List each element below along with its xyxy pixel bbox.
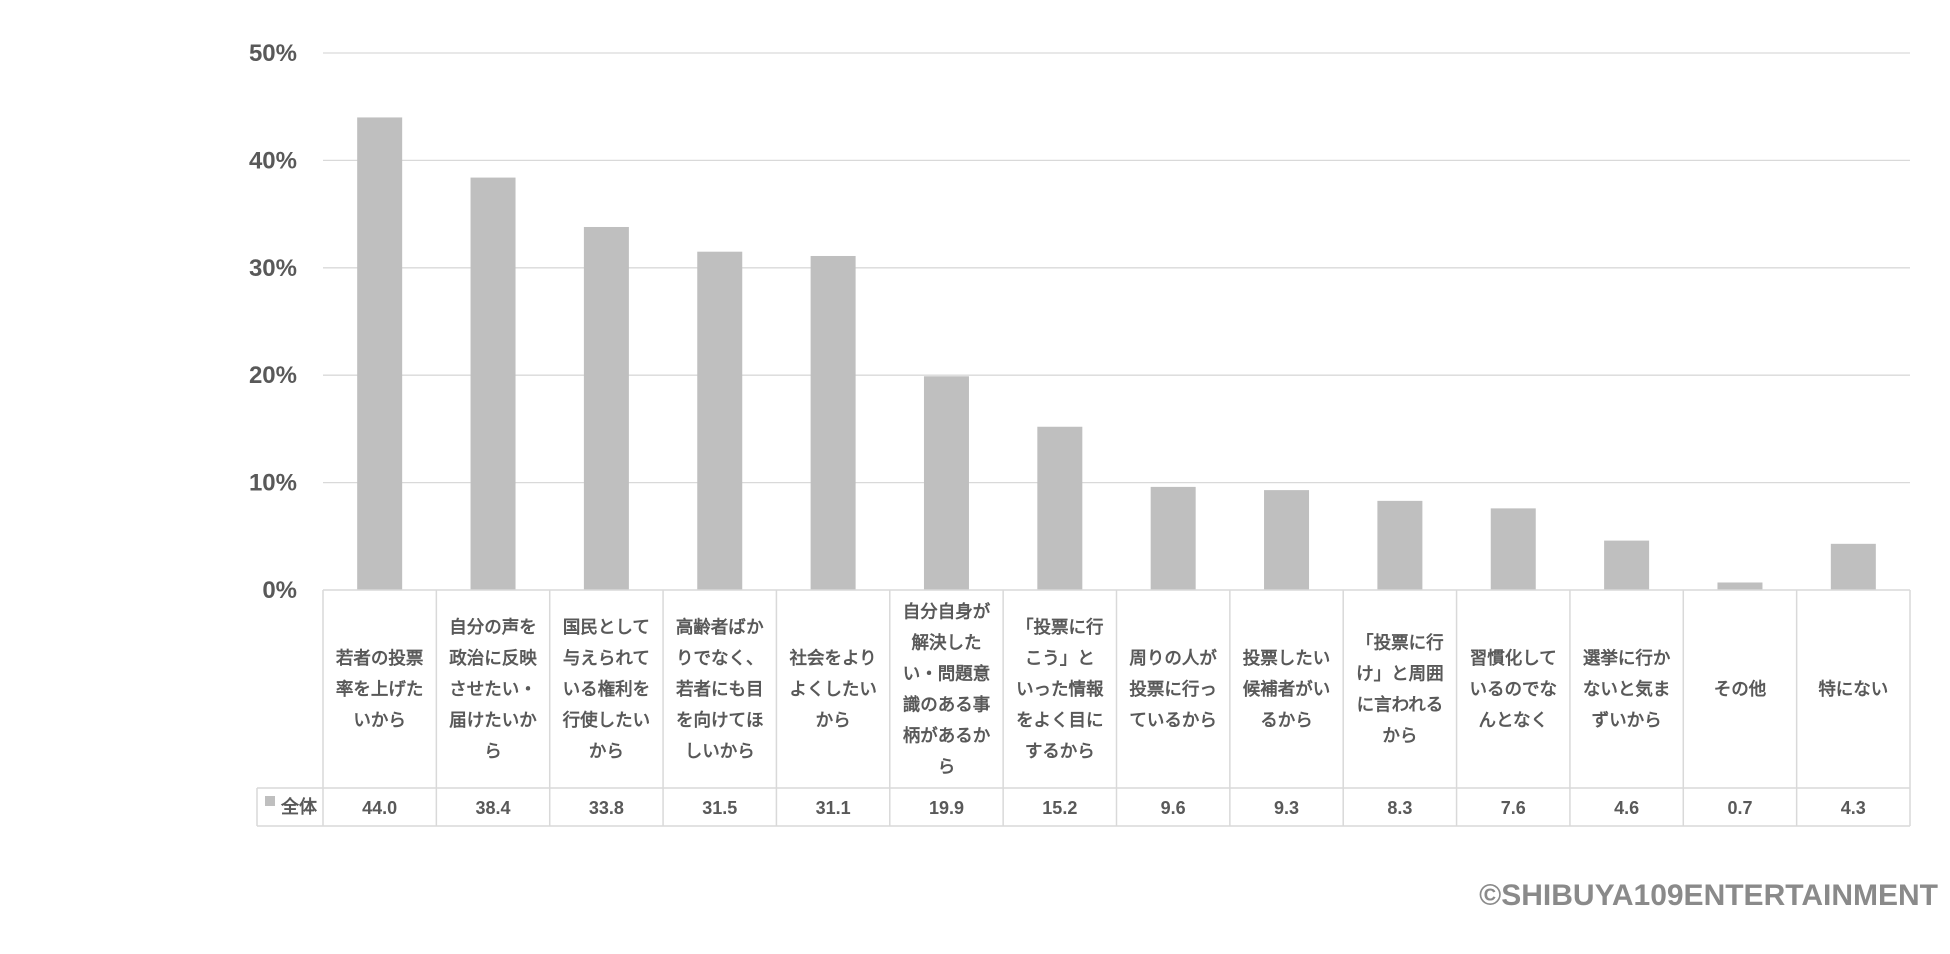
bar (697, 251, 743, 590)
gridlines (323, 52, 1910, 484)
category-label: 自分の声を政治に反映させたい・届けたいから (449, 617, 537, 762)
data-label: 4.6 (1614, 798, 1639, 818)
data-label: 15.2 (1042, 798, 1077, 818)
category-label: 国民として与えられている権利を行使したいから (562, 618, 651, 762)
y-tick-label: 0% (262, 577, 297, 604)
data-label: 31.1 (816, 798, 851, 818)
bar (1037, 426, 1083, 590)
data-table: 若者の投票率を上げたいから自分の声を政治に反映させたい・届けたいから国民として与… (256, 589, 1911, 827)
category-label: 投票したい候補者がいるから (1243, 648, 1331, 731)
data-label: 7.6 (1501, 798, 1526, 818)
category-label: 特にない (1818, 679, 1888, 700)
copyright-text: ©SHIBUYA109ENTERTAINMENT (1479, 879, 1938, 912)
data-label: 4.3 (1841, 798, 1866, 818)
data-label: 19.9 (929, 798, 964, 818)
data-label: 9.6 (1161, 798, 1186, 818)
bar (810, 255, 856, 590)
bars (357, 117, 1876, 591)
bar (1830, 543, 1876, 590)
category-label: 「投票に行こう」といった情報をよく目にするから (1016, 617, 1104, 762)
category-label: 「投票に行け」と周囲に言われるから (1356, 633, 1444, 747)
category-label: 自分自身が解決したい・問題意識のある事柄があるから (903, 602, 991, 778)
legend-label: 全体 (280, 796, 318, 818)
category-label: 周りの人が投票に行っているから (1129, 648, 1217, 731)
data-label: 8.3 (1387, 798, 1412, 818)
y-tick-label: 40% (249, 147, 297, 174)
bar (583, 226, 629, 590)
category-label: その他 (1714, 679, 1767, 700)
y-tick-label: 30% (249, 255, 297, 282)
bar (357, 117, 403, 590)
category-label: 習慣化しているのでなんとなく (1470, 648, 1558, 731)
data-label: 31.5 (702, 798, 737, 818)
bar (1264, 490, 1310, 590)
y-tick-label: 20% (249, 362, 297, 389)
bar (470, 177, 516, 591)
data-label: 33.8 (589, 798, 624, 818)
category-label: 高齢者ばかりでなく、若者にも目を向けてほしいから (675, 617, 764, 762)
data-label: 44.0 (362, 798, 397, 818)
data-label: 9.3 (1274, 798, 1299, 818)
y-axis-ticks: 0% 10% 20% 30% 40% 50% (249, 40, 297, 604)
bar (1150, 486, 1196, 590)
bar (1717, 582, 1763, 590)
bar (1377, 500, 1423, 590)
bar (923, 376, 969, 590)
category-label: 社会をよりよくしたいから (789, 648, 877, 731)
data-label: 0.7 (1727, 798, 1752, 818)
category-label: 若者の投票率を上げたいから (335, 648, 424, 731)
y-tick-label: 10% (249, 470, 297, 497)
category-label: 選挙に行かないと気まずいから (1583, 648, 1671, 731)
data-label: 38.4 (476, 798, 511, 818)
bar (1490, 508, 1536, 590)
bar (1604, 540, 1650, 590)
legend-swatch (265, 796, 275, 806)
y-tick-label: 50% (249, 40, 297, 67)
